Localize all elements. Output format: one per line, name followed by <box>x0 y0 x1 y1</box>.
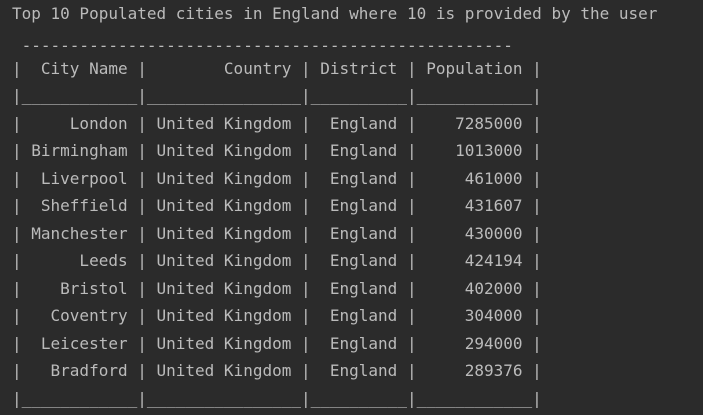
table-row: | Sheffield | United Kingdom | England |… <box>12 196 542 215</box>
table-row: | Coventry | United Kingdom | England | … <box>12 306 542 325</box>
table-row: | Manchester | United Kingdom | England … <box>12 224 542 243</box>
table-row: | Bradford | United Kingdom | England | … <box>12 361 542 380</box>
table-row: | Liverpool | United Kingdom | England |… <box>12 169 542 188</box>
table-row: | Leeds | United Kingdom | England | 424… <box>12 251 542 270</box>
table-top-border: ----------------------------------------… <box>12 36 513 55</box>
table-row: | Birmingham | United Kingdom | England … <box>12 141 542 160</box>
table-row: | Bristol | United Kingdom | England | 4… <box>12 279 542 298</box>
table-bottom-border: |____________|________________|_________… <box>12 389 542 408</box>
table-header-row: | City Name | Country | District | Popul… <box>12 59 542 78</box>
table-row: | Leicester | United Kingdom | England |… <box>12 334 542 353</box>
output-heading: Top 10 Populated cities in England where… <box>12 4 658 23</box>
table-header-separator: |____________|________________|_________… <box>12 86 542 105</box>
table-row: | London | United Kingdom | England | 72… <box>12 114 542 133</box>
